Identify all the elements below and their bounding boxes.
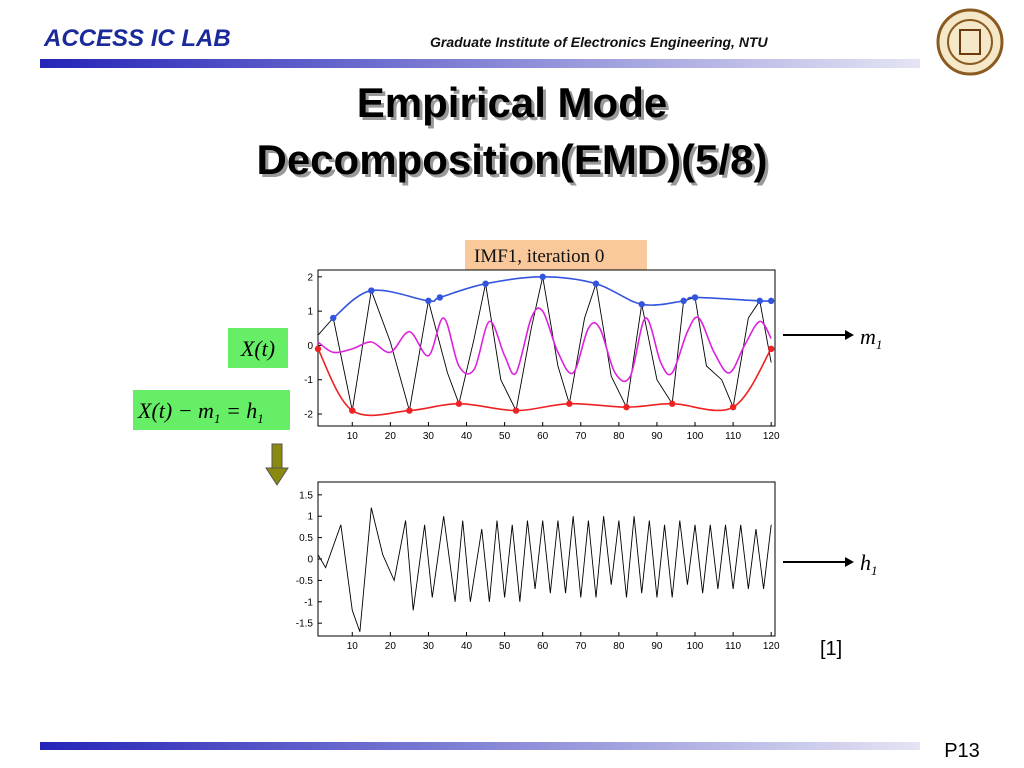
chart-title-box xyxy=(465,240,647,270)
y-tick-label: -0.5 xyxy=(296,576,314,587)
logo xyxy=(936,8,1004,76)
title-shadow: Decomposition(EMD)(5/8) xyxy=(259,139,770,186)
extremum-marker xyxy=(767,297,775,305)
x-tick-label: 60 xyxy=(537,431,549,442)
label-box xyxy=(228,328,288,368)
extremum-marker xyxy=(767,345,775,353)
institute: Graduate Institute of Electronics Engine… xyxy=(430,34,768,50)
eq-part: X(t) − m xyxy=(137,398,214,423)
arrow-h1 xyxy=(783,557,854,567)
extremum-marker xyxy=(539,273,546,281)
y-tick-label: 0.5 xyxy=(299,533,313,544)
series-line xyxy=(317,348,772,417)
series-line xyxy=(317,307,772,383)
extremum-marker xyxy=(436,294,444,301)
m1-label: m1 xyxy=(860,324,882,352)
y-tick-label: -2 xyxy=(304,410,313,421)
extremum-marker xyxy=(729,403,737,411)
extremum-marker xyxy=(691,294,699,301)
x-tick-label: 20 xyxy=(385,431,397,442)
x-tick-label: 20 xyxy=(385,641,397,652)
x-tick-label: 100 xyxy=(687,431,704,442)
arrow-m1 xyxy=(783,330,854,340)
h1-sub: 1 xyxy=(871,563,878,578)
title-line: Decomposition(EMD)(5/8) xyxy=(256,136,767,183)
h1-label: h1 xyxy=(860,550,878,578)
extremum-marker xyxy=(406,407,413,414)
x-tick-label: 10 xyxy=(347,641,359,652)
y-tick-label: 0 xyxy=(307,341,313,352)
x-tick-label: 110 xyxy=(725,431,741,442)
h1-main: h xyxy=(860,550,871,575)
label-box xyxy=(133,390,290,430)
y-tick-label: -1.5 xyxy=(296,619,314,630)
y-tick-label: 0 xyxy=(307,555,313,566)
extremum-marker xyxy=(623,403,630,411)
x-tick-label: 110 xyxy=(725,641,741,652)
citation: [1] xyxy=(820,638,842,660)
x-tick-label: 30 xyxy=(423,431,435,442)
extremum-marker xyxy=(756,297,763,305)
title-shadow: Empirical Mode xyxy=(360,82,670,129)
plot-frame xyxy=(317,269,776,427)
extremum-marker xyxy=(638,301,645,308)
y-tick-label: 1 xyxy=(307,307,313,318)
extremum-marker xyxy=(455,400,463,407)
x-tick-label: 80 xyxy=(613,431,625,442)
extremum-marker xyxy=(512,407,520,414)
equation: X(t) − m1 = h1 xyxy=(137,398,264,426)
x-tick-label: 70 xyxy=(575,641,587,652)
lab-name: ACCESS IC LAB xyxy=(43,25,231,52)
down-arrow xyxy=(265,443,289,486)
chart-title: IMF1, iteration 0 xyxy=(474,246,604,267)
x-tick-label: 90 xyxy=(651,431,663,442)
y-tick-label: 1.5 xyxy=(299,490,313,501)
x-tick-label: 50 xyxy=(499,431,511,442)
x-tick-label: 80 xyxy=(613,641,625,652)
x-tick-label: 40 xyxy=(461,431,473,442)
extremum-marker xyxy=(349,407,356,414)
x-tick-label: 10 xyxy=(347,431,359,442)
y-tick-label: 1 xyxy=(307,512,313,523)
extremum-marker xyxy=(425,297,432,305)
x-tick-label: 120 xyxy=(763,431,780,442)
extremum-marker xyxy=(482,280,489,287)
extremum-marker xyxy=(680,297,687,305)
eq-sub: 1 xyxy=(214,411,221,426)
x-tick-label: 30 xyxy=(423,641,435,652)
y-tick-label: -1 xyxy=(304,375,313,386)
eq-part: = h xyxy=(220,398,257,423)
footer-bar xyxy=(40,742,920,750)
y-tick-label: 2 xyxy=(307,272,313,283)
m1-sub: 1 xyxy=(876,337,883,352)
extremum-marker xyxy=(592,280,600,287)
extremum-marker xyxy=(330,314,337,322)
series-line xyxy=(317,276,772,412)
extremum-marker xyxy=(566,400,573,407)
x-tick-label: 60 xyxy=(537,641,549,652)
eq-sub: 1 xyxy=(257,411,264,426)
x-tick-label: 90 xyxy=(651,641,663,652)
x-tick-label: 50 xyxy=(499,641,511,652)
signal-label: X(t) xyxy=(240,336,275,361)
extremum-marker xyxy=(368,287,375,294)
m1-main: m xyxy=(860,324,876,349)
x-tick-label: 120 xyxy=(763,641,780,652)
page-number: P13 xyxy=(944,740,980,762)
title-line: Empirical Mode xyxy=(357,79,667,126)
y-tick-label: -1 xyxy=(304,597,313,608)
extremum-marker xyxy=(668,400,676,407)
x-tick-label: 40 xyxy=(461,641,473,652)
extremum-marker xyxy=(314,345,322,353)
series-line xyxy=(317,507,772,632)
title: Empirical Mode Empirical Mode Decomposit… xyxy=(256,79,770,186)
header-bar xyxy=(40,59,920,68)
x-tick-label: 100 xyxy=(687,641,704,652)
x-tick-label: 70 xyxy=(575,431,587,442)
